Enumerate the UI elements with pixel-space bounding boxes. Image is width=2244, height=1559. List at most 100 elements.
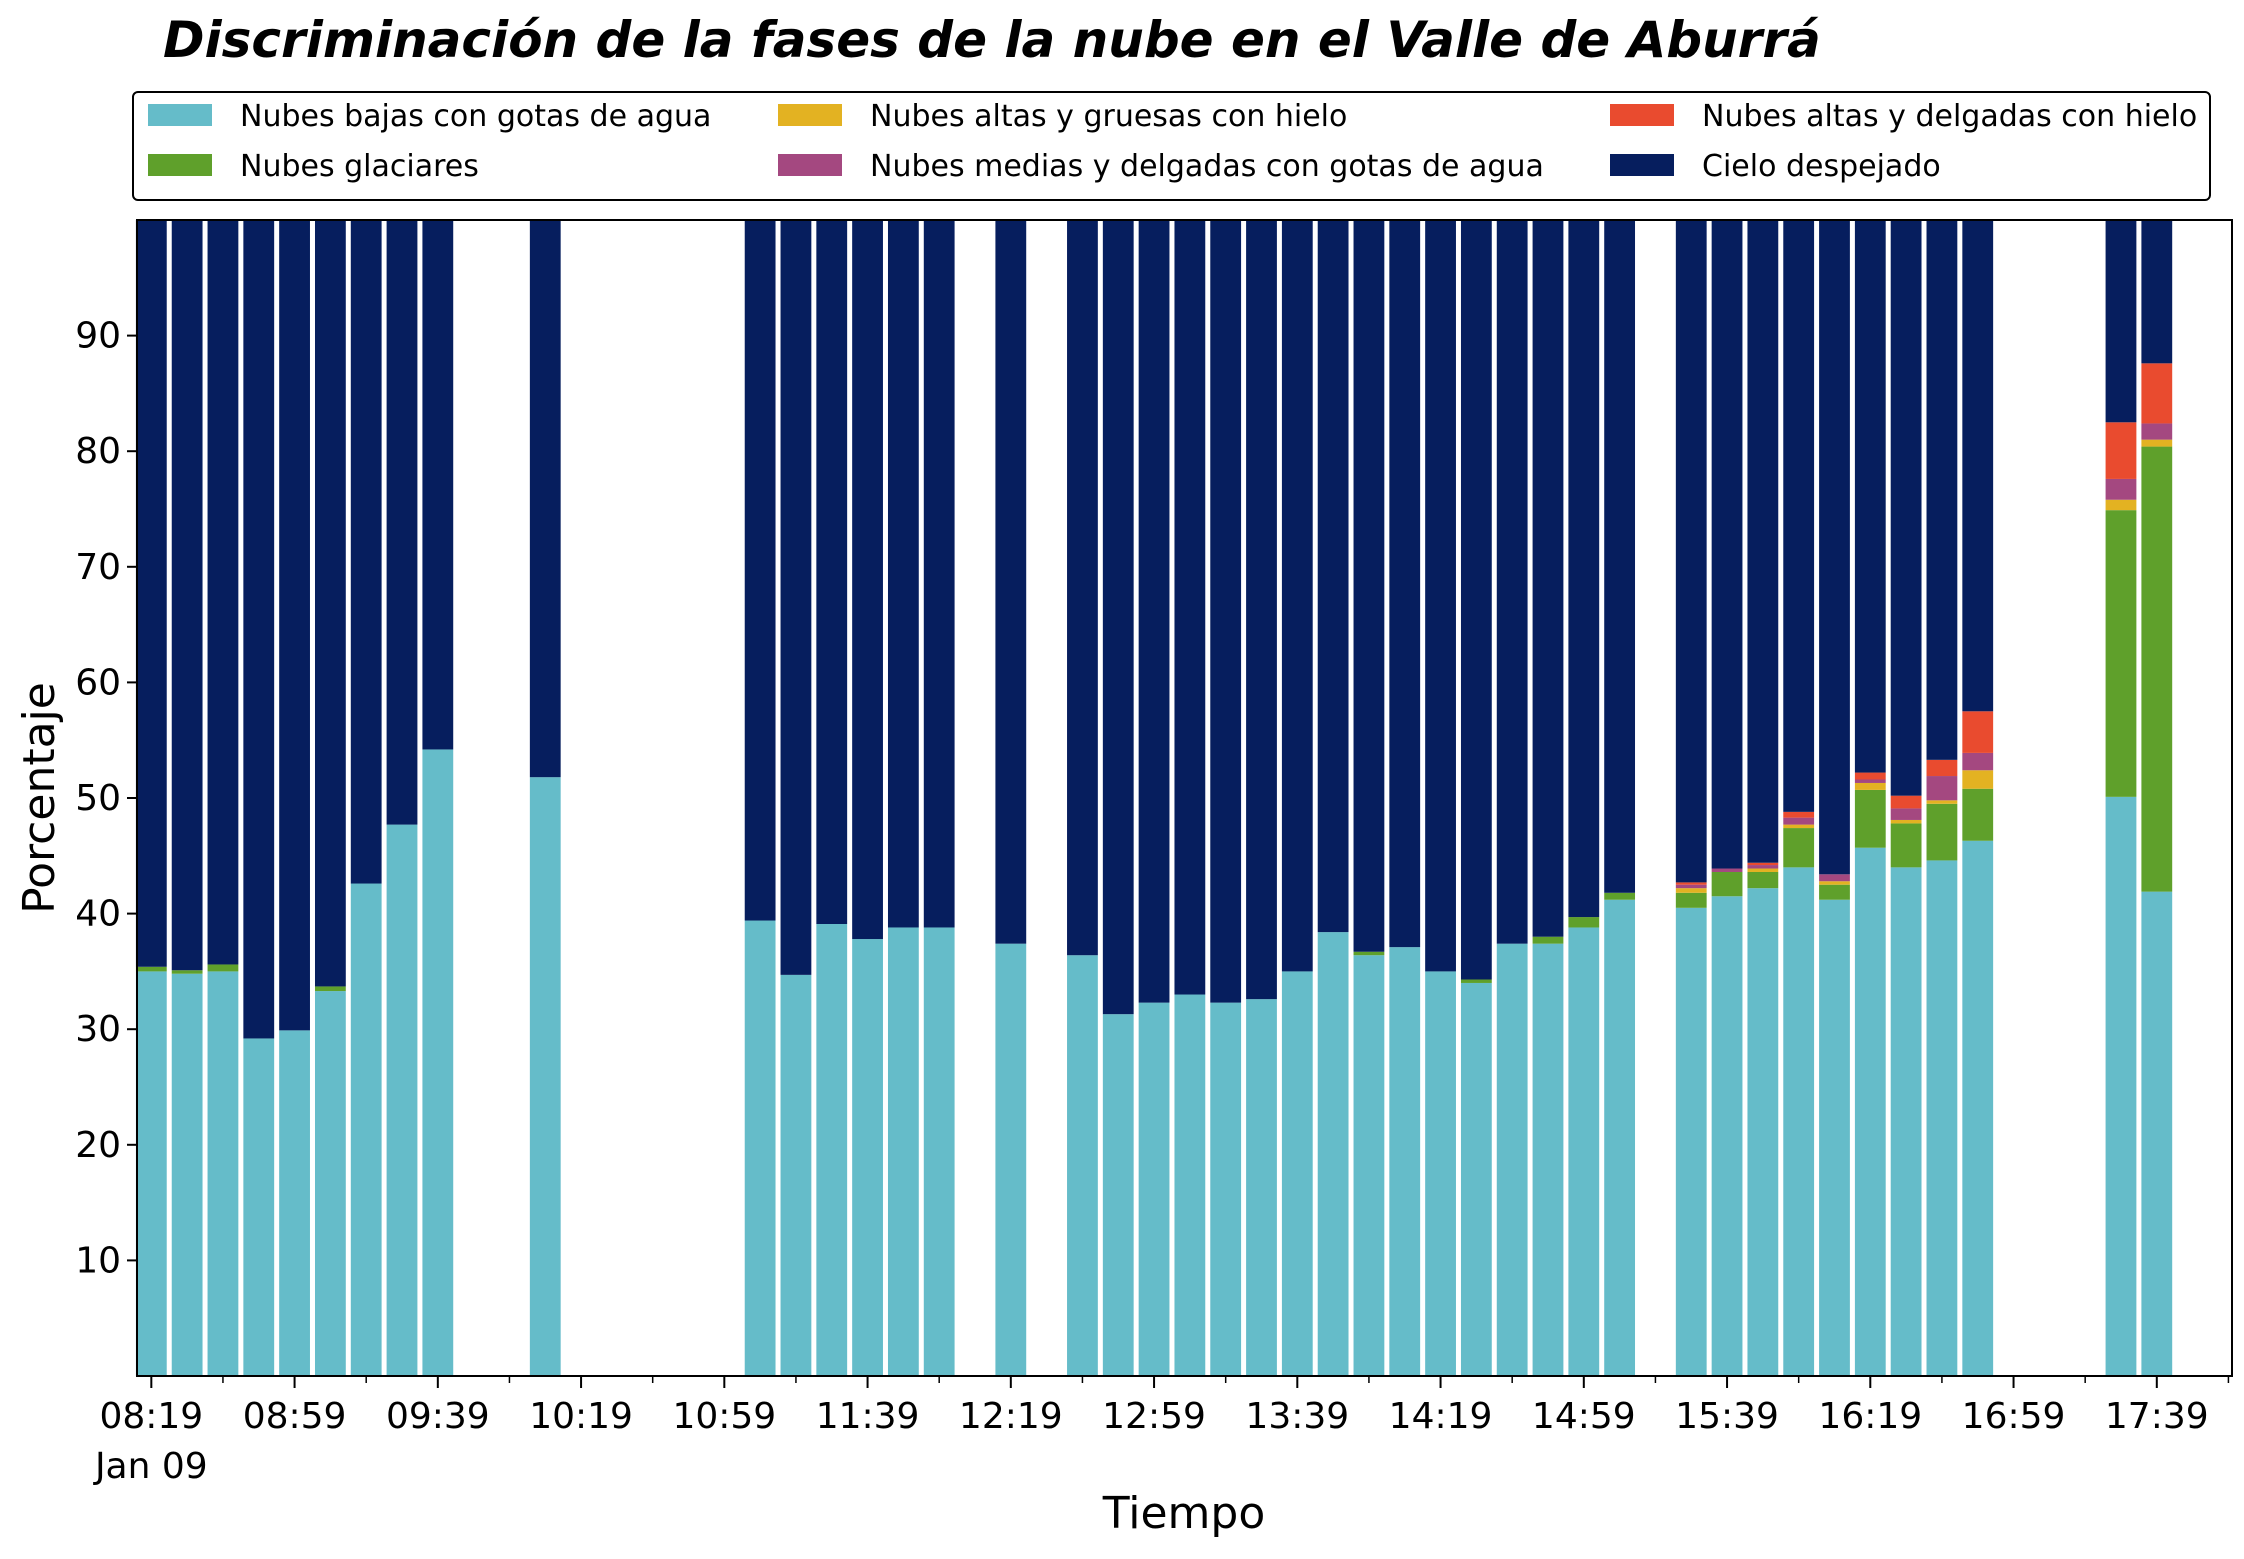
bar-segment [1783, 817, 1815, 825]
bar-segment [1067, 220, 1098, 956]
bar-segment [1138, 1002, 1170, 1376]
bar-segment [1747, 862, 1779, 866]
x-tick-label: 08:19 [99, 1396, 203, 1437]
y-tick-label: 40 [75, 894, 121, 935]
bar-segment [1389, 947, 1421, 1376]
x-tick-label: 14:59 [1532, 1396, 1636, 1437]
bar-segment [1854, 779, 1886, 783]
y-tick-label: 90 [75, 316, 121, 357]
y-tick-label: 10 [75, 1240, 121, 1281]
bar-segment [1783, 220, 1815, 812]
bar-segment [1819, 874, 1850, 882]
bar-segment [314, 986, 346, 992]
bar-segment [2105, 478, 2137, 500]
x-axis: 08:19 Jan 09 08:59 09:39 10:19 10:59 11:39 12:1… [93, 1376, 2230, 1487]
bar-segment [1604, 899, 1636, 1376]
bar-segment [1675, 888, 1707, 893]
chart-title: Discriminación de la fases de la nube en… [163, 11, 1821, 69]
x-tick-label: 11:39 [816, 1396, 920, 1437]
bar-segment [207, 971, 239, 1376]
bar-segment [279, 1030, 310, 1376]
x-tick-label: 15:39 [1675, 1396, 1779, 1437]
x-tick-label: 12:19 [959, 1396, 1063, 1437]
bar-segment [1890, 220, 1922, 796]
y-tick-label: 30 [75, 1009, 121, 1050]
bar-segment [2141, 220, 2173, 364]
bar-segment [1747, 868, 1779, 872]
y-tick-label: 20 [75, 1125, 121, 1166]
bar-segment [1210, 1002, 1242, 1376]
bar-segment [1854, 772, 1886, 780]
y-axis: 10 20 30 40 50 60 70 80 90 [75, 316, 137, 1281]
bar-segment [1819, 220, 1850, 875]
bar-segment [780, 220, 812, 975]
bar-segment [171, 973, 203, 1376]
bar-segment [2105, 422, 2137, 479]
bar-segment [1460, 982, 1492, 1376]
bar-segment [135, 966, 167, 972]
bar-segment [1711, 871, 1743, 897]
bar-segment [1067, 955, 1098, 1376]
bar-segment [1389, 220, 1421, 948]
bar-segment [1425, 220, 1456, 972]
bar-segment [243, 220, 275, 1039]
bar-segment [1890, 867, 1922, 1376]
bar-segment [207, 964, 239, 972]
legend-swatch [1610, 154, 1674, 176]
bar-segment [1210, 220, 1242, 1003]
bar-segment [1854, 782, 1886, 790]
bar-segment [1604, 220, 1636, 893]
bar-segment [1962, 220, 1994, 712]
x-tick-label: 13:39 [1245, 1396, 1349, 1437]
bar-segment [386, 220, 418, 825]
bar-segment [1675, 884, 1707, 889]
x-tick-label: 16:19 [1818, 1396, 1922, 1437]
legend-label: Nubes medias y delgadas con gotas de agu… [870, 149, 1544, 184]
bar-segment [2105, 510, 2137, 797]
bar-segment [2105, 796, 2137, 1376]
legend-label: Nubes altas y gruesas con hielo [870, 99, 1347, 134]
bar-segment [314, 220, 346, 987]
bar-segment [1174, 994, 1206, 1376]
bar-segment [1819, 884, 1850, 900]
bar-segment [135, 220, 167, 967]
bar-segment [1926, 220, 1958, 760]
bar-segment [171, 220, 203, 971]
bar-segment [1819, 899, 1850, 1376]
legend-label: Nubes altas y delgadas con hielo [1702, 99, 2197, 134]
bar-segment [1926, 860, 1958, 1376]
legend-frame [132, 91, 2211, 201]
bar-segment [1675, 882, 1707, 885]
bar-segment [1174, 220, 1206, 995]
bar-segment [1102, 220, 1134, 1015]
bar-segment [887, 927, 919, 1376]
bar-segment [2141, 439, 2173, 447]
bar-segment [1962, 770, 1994, 789]
bar-segment [995, 943, 1027, 1376]
bar-segment [2141, 891, 2173, 1376]
bar-segment [780, 974, 812, 1376]
bar-segment [1460, 220, 1492, 980]
x-tick-label: 09:39 [386, 1396, 490, 1437]
bar-segment [2105, 499, 2137, 511]
bar-segment [1747, 888, 1779, 1376]
bar-segment [1102, 1014, 1134, 1376]
bar-segment [816, 924, 848, 1376]
bar-segment [1962, 752, 1994, 771]
bar-segment [1783, 824, 1815, 829]
bar-segment [529, 220, 561, 778]
bar-segment [1675, 220, 1707, 883]
bar-segment [1854, 847, 1886, 1376]
bar-segment [1568, 220, 1600, 918]
y-tick-label: 60 [75, 662, 121, 703]
bar-segment [2141, 423, 2173, 440]
bar-segment [1496, 220, 1528, 944]
bar-segment [1890, 823, 1922, 868]
bar-segment [1783, 811, 1815, 818]
bar-segment [1317, 220, 1349, 933]
bar-segment [1783, 828, 1815, 868]
bar-segment [1962, 840, 1994, 1376]
bar-segment [1711, 868, 1743, 872]
bar-segment [422, 220, 454, 750]
